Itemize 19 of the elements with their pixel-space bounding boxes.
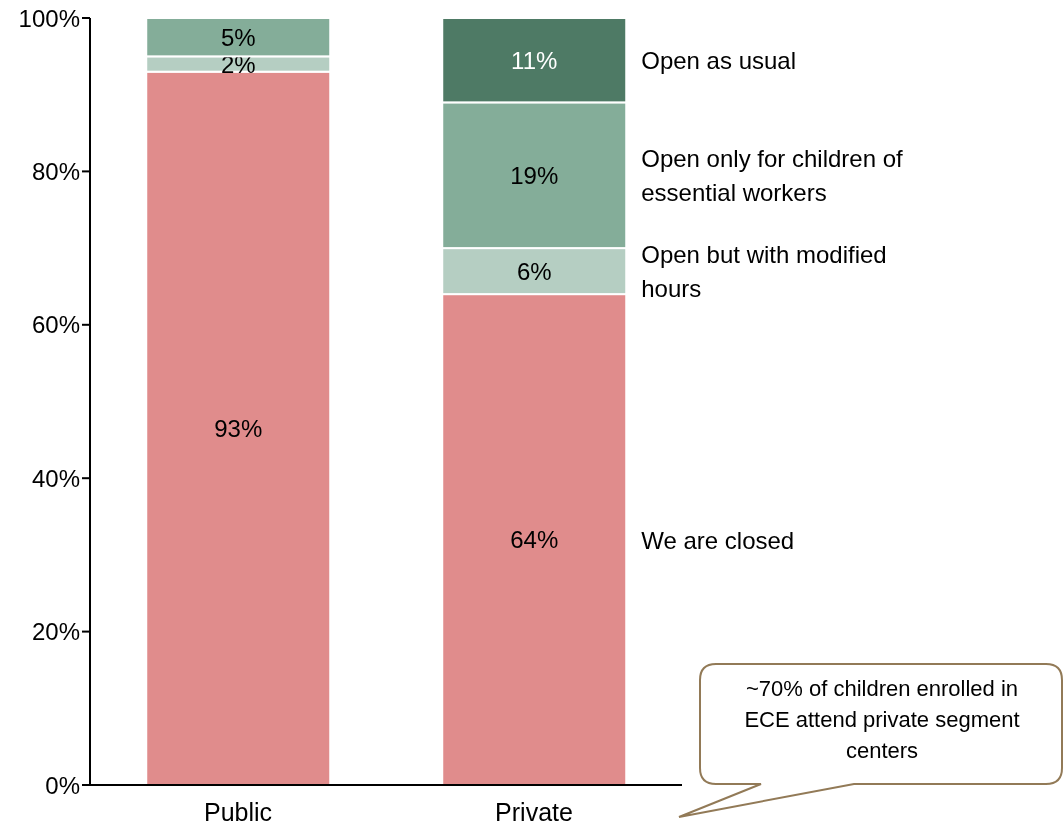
y-tick-label: 100% (18, 4, 80, 32)
data-label: 64% (510, 526, 559, 554)
text: ~70% of children enrolled in ECE attend private segment centers (743, 675, 1021, 765)
y-tick-label: 80% (31, 157, 80, 185)
series-label: Open but with modified hours (641, 240, 887, 302)
y-tick-label: 40% (31, 464, 80, 492)
data-label: 5% (220, 23, 256, 51)
y-tick-label: 0% (45, 771, 80, 799)
data-label: 6% (516, 257, 552, 285)
x-tick-label: Public (203, 797, 273, 826)
series-label: Open only for children of essential workers (641, 144, 904, 206)
series-label: Open as usual (641, 46, 797, 74)
y-tick-label: 20% (31, 618, 80, 646)
data-label: 19% (510, 161, 559, 189)
y-tick-label: 60% (31, 311, 80, 339)
data-label: 11% (511, 46, 558, 74)
x-tick-label: Private (495, 797, 573, 826)
data-label: 93% (214, 414, 263, 442)
series-label: We are closed (641, 526, 795, 554)
